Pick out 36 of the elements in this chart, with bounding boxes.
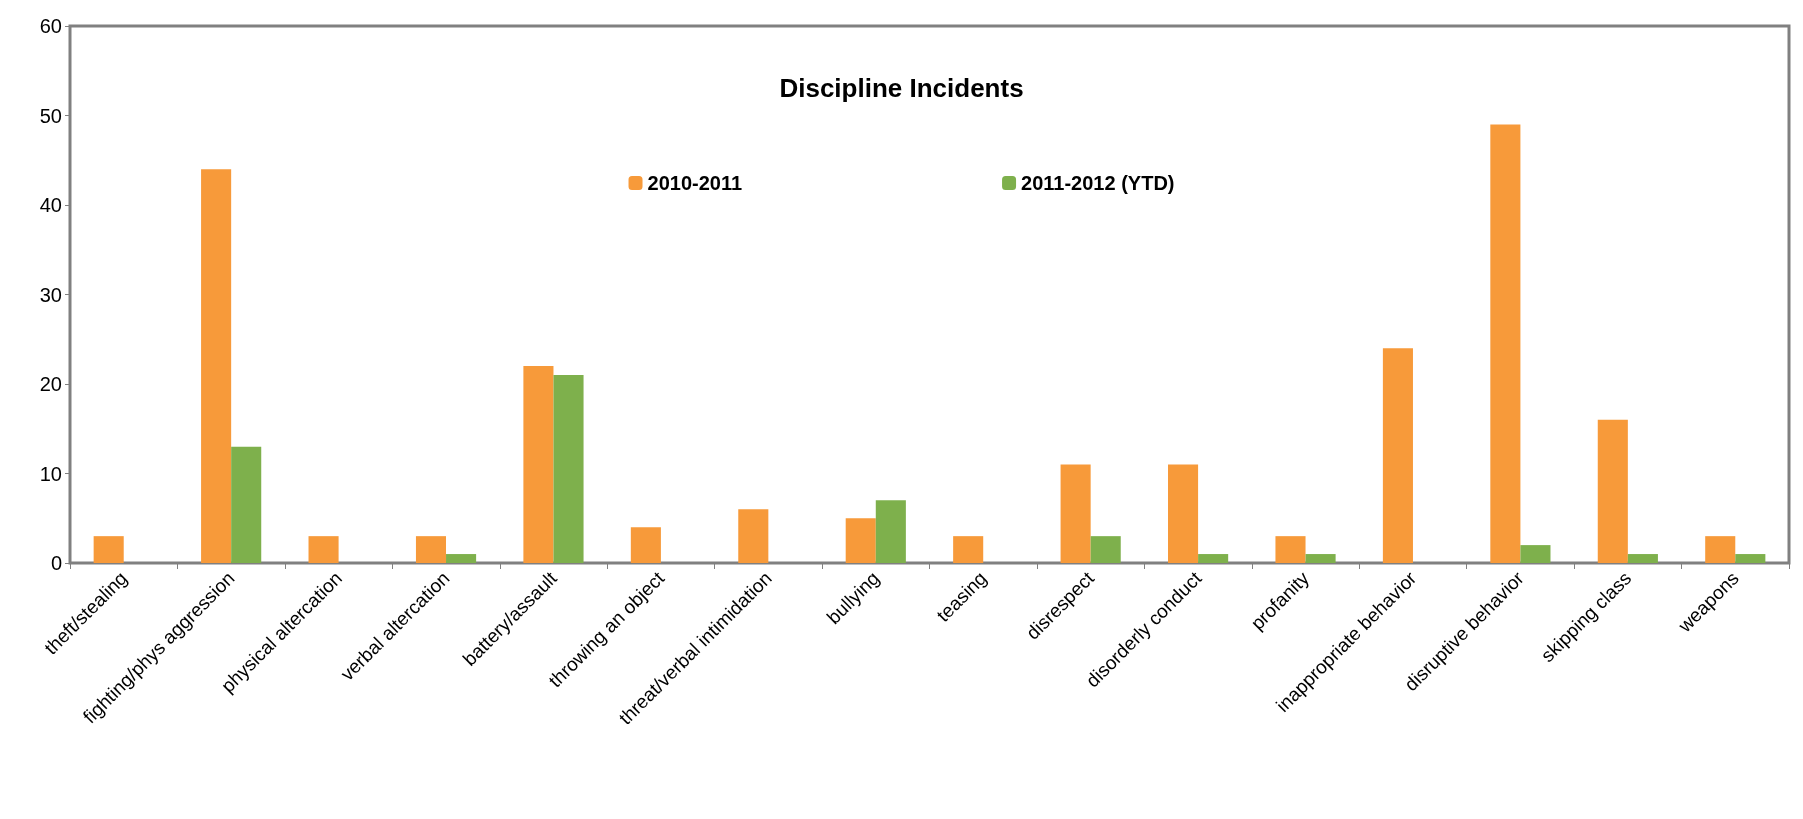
text: Discipline Incidents bbox=[779, 73, 1024, 103]
bar bbox=[523, 366, 554, 563]
bar bbox=[1705, 536, 1736, 563]
y-tick-label: 60 bbox=[39, 15, 62, 37]
bar bbox=[1490, 124, 1521, 563]
bar bbox=[553, 375, 584, 563]
y-tick-label: 20 bbox=[39, 373, 62, 395]
bar bbox=[93, 536, 124, 563]
y-tick-label: 0 bbox=[50, 552, 62, 574]
bar bbox=[415, 536, 447, 563]
bar bbox=[630, 527, 661, 563]
bar bbox=[446, 554, 477, 563]
bar bbox=[1060, 464, 1091, 563]
bar bbox=[1520, 545, 1551, 563]
legend-label: 2010-2011 bbox=[647, 172, 743, 194]
y-tick-label: 10 bbox=[39, 462, 62, 485]
bar bbox=[1168, 464, 1199, 563]
bar bbox=[953, 536, 984, 563]
legend-label: 2011-2012 (YTD) bbox=[1021, 172, 1175, 194]
y-tick-label: 30 bbox=[39, 283, 62, 306]
bar bbox=[875, 500, 906, 563]
bar bbox=[845, 518, 876, 563]
bar bbox=[231, 446, 262, 563]
bar bbox=[1198, 554, 1229, 563]
y-tick-label: 40 bbox=[39, 194, 62, 216]
bar bbox=[1382, 348, 1413, 563]
y-tick-label: 50 bbox=[39, 104, 62, 127]
bar bbox=[1305, 554, 1336, 563]
bar bbox=[738, 509, 769, 563]
bar bbox=[1597, 419, 1628, 563]
bar bbox=[1627, 554, 1658, 563]
bar bbox=[1735, 554, 1766, 563]
bar bbox=[201, 169, 232, 563]
bar bbox=[308, 536, 339, 563]
bar bbox=[1275, 536, 1306, 563]
bar bbox=[1090, 536, 1121, 563]
